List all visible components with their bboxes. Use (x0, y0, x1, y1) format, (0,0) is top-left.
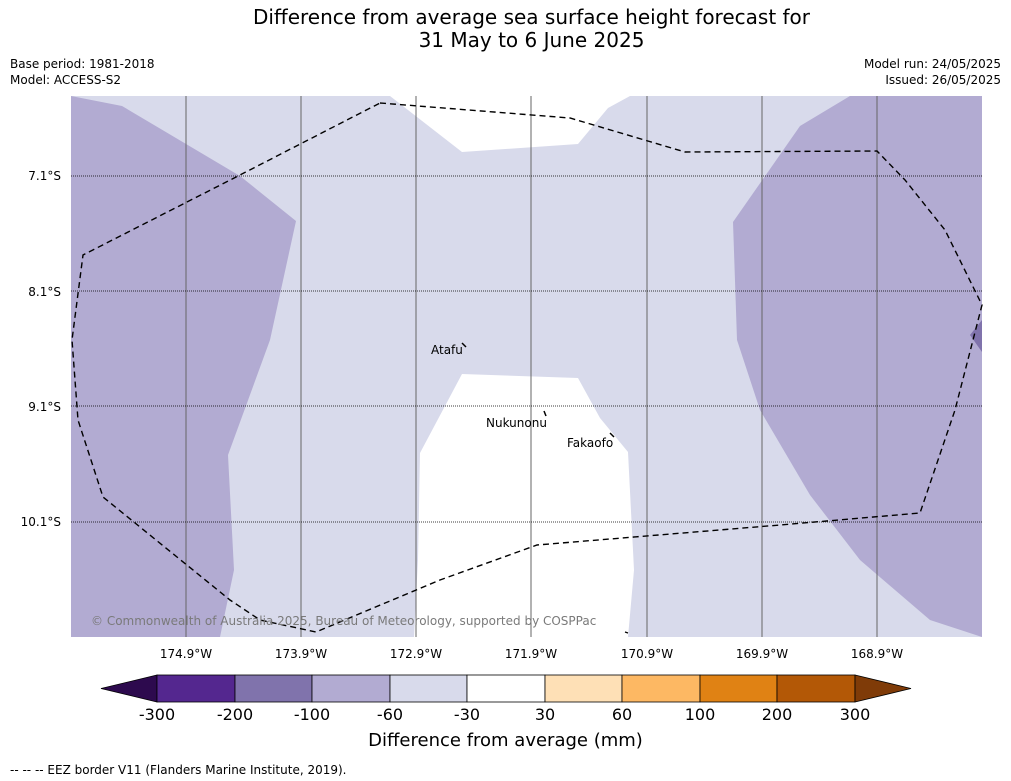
south-neutral-band (414, 374, 634, 637)
lon-label-169-9w: 169.9°W (735, 647, 789, 661)
copyright-notice: © Commonwealth of Australia 2025, Bureau… (91, 614, 597, 628)
cbar-segment-4 (389, 674, 468, 703)
east-band-minus100-minus60 (733, 96, 982, 637)
cbar-tick-200: 200 (761, 705, 793, 724)
lon-label-168-9w: 168.9°W (850, 647, 904, 661)
cbar-tick-minus60: -60 (376, 705, 404, 724)
north-neutral-band (390, 96, 630, 152)
colorbar-title: Difference from average (mm) (368, 730, 643, 751)
issued-date: Issued: 26/05/2025 (885, 73, 1001, 87)
place-fakaofo: Fakaofo (567, 436, 614, 450)
nukunonu-atoll-icon (543, 410, 547, 417)
cbar-segment-6 (544, 674, 623, 703)
model-run: Model run: 24/05/2025 (863, 57, 1001, 71)
lat-label-10-1s: 10.1°S (20, 515, 61, 529)
eez-border (71, 102, 983, 633)
meta-right: Model run: 24/05/2025 Issued: 26/05/2025 (864, 56, 1001, 88)
cbar-tick-minus30: -30 (453, 705, 481, 724)
cbar-tick-minus100: -100 (293, 705, 331, 724)
lat-label-7-1s: 7.1°S (28, 169, 61, 183)
lon-label-173-9w: 173.9°W (274, 647, 328, 661)
eez-legend-note: -- -- -- EEZ border V11 (Flanders Marine… (10, 763, 347, 777)
colorbar (100, 674, 912, 703)
lon-label-170-9w: 170.9°W (620, 647, 674, 661)
cbar-tick-minus300: -300 (138, 705, 176, 724)
model-name: Model: ACCESS-S2 (10, 73, 122, 87)
cbar-tick-minus200: -200 (216, 705, 254, 724)
lat-label-9-1s: 9.1°S (28, 400, 61, 414)
cbar-segment-3 (311, 674, 391, 703)
cbar-tick-300: 300 (839, 705, 871, 724)
east-band-minus200-minus100 (970, 320, 982, 352)
title-line-2: 31 May to 6 June 2025 (418, 28, 645, 52)
anomaly-field (71, 96, 982, 637)
lon-label-174-9w: 174.9°W (159, 647, 213, 661)
map-title: Difference from average sea surface heig… (0, 6, 1011, 52)
meta-left: Base period: 1981-2018 Model: ACCESS-S2 (10, 56, 155, 88)
cbar-segment-5 (466, 674, 546, 703)
cbar-arrow-low (100, 674, 158, 703)
graticule (71, 96, 982, 637)
cbar-segment-2 (234, 674, 313, 703)
cbar-segment-8 (699, 674, 778, 703)
cbar-segment-1 (156, 674, 236, 703)
map-area (71, 96, 983, 637)
south-islet-icon (624, 631, 629, 634)
cbar-tick-60: 60 (611, 705, 633, 724)
west-band-minus100-minus60 (71, 96, 296, 637)
base-period: Base period: 1981-2018 (10, 57, 155, 71)
cbar-tick-30: 30 (534, 705, 556, 724)
cbar-arrow-high (854, 674, 912, 703)
cbar-segment-7 (621, 674, 701, 703)
atafu-atoll-icon (461, 342, 467, 348)
lon-label-171-9w: 171.9°W (504, 647, 558, 661)
place-nukunonu: Nukunonu (486, 416, 547, 430)
cbar-tick-100: 100 (684, 705, 716, 724)
cbar-segment-9 (776, 674, 856, 703)
fakaofo-atoll-icon (609, 432, 615, 438)
lon-label-172-9w: 172.9°W (389, 647, 443, 661)
place-atafu: Atafu (431, 343, 463, 357)
lat-label-8-1s: 8.1°S (28, 285, 61, 299)
title-line-1: Difference from average sea surface heig… (252, 5, 811, 29)
atoll-markers (461, 342, 629, 634)
